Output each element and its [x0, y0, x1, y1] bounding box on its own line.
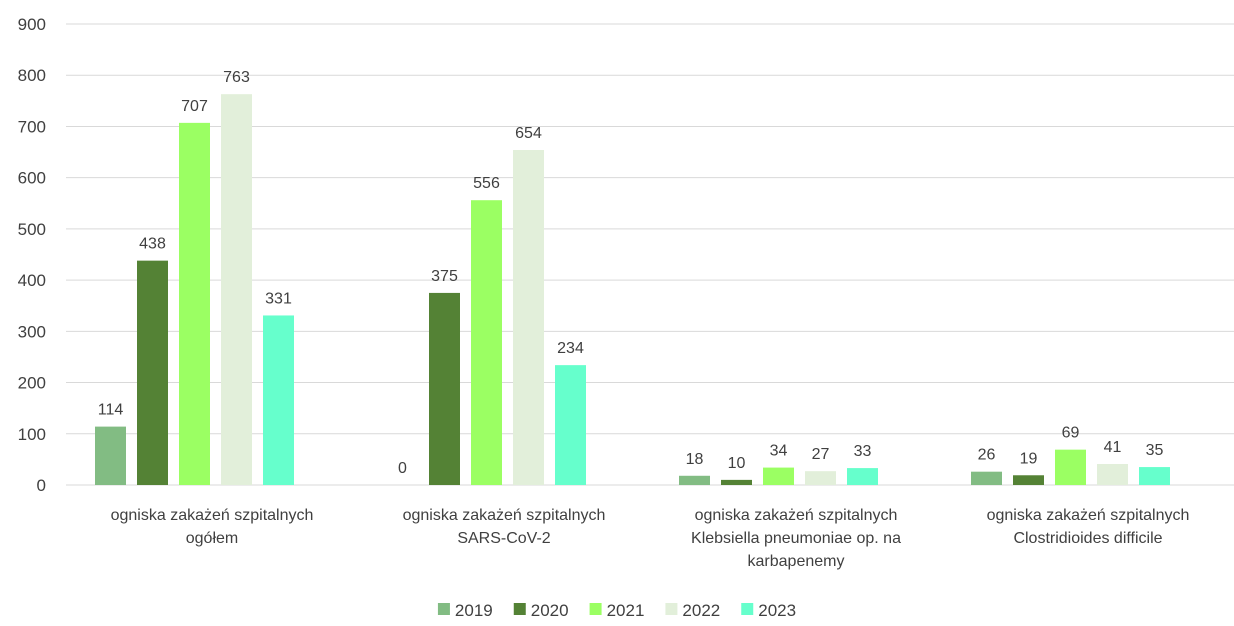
y-tick-label: 0	[37, 476, 46, 495]
data-label-2022-cat1: 763	[223, 69, 250, 86]
data-label-2021-cat3: 34	[770, 443, 788, 460]
legend-label-2023: 2023	[758, 601, 796, 620]
data-label-2023-cat1: 331	[265, 290, 292, 307]
legend-swatch-2023	[741, 603, 754, 615]
y-tick-label: 200	[18, 374, 46, 393]
data-label-2019-cat3: 18	[686, 451, 704, 468]
bar-2023-cat1	[263, 315, 294, 485]
data-label-2020-cat2: 375	[431, 268, 458, 285]
y-tick-label: 100	[18, 425, 46, 444]
legend-label-2021: 2021	[607, 601, 645, 620]
legend-swatch-2019	[437, 603, 450, 615]
x-axis: ogniska zakażeń szpitalnych ogółem ogniska…	[111, 507, 1190, 570]
data-label-2019-cat2: 0	[398, 460, 407, 477]
bar-2021-cat4	[1055, 449, 1086, 485]
bar-2022-cat1	[221, 94, 252, 486]
legend-label-2020: 2020	[531, 601, 569, 620]
data-label-2022-cat4: 41	[1104, 439, 1122, 456]
data-label-2021-cat1: 707	[181, 98, 208, 115]
bar-2022-cat3	[805, 471, 836, 485]
category-label: ogniska zakażeń szpitalnych Klebsiella pn…	[691, 507, 901, 570]
bar-2021-cat2	[471, 200, 502, 485]
category-label: ogniska zakażeń szpitalnych ogółem	[111, 507, 314, 547]
bar-2020-cat2	[429, 292, 460, 485]
data-label-2020-cat3: 10	[728, 455, 746, 472]
data-label-2023-cat4: 35	[1146, 442, 1164, 459]
bar-2019-cat4	[971, 471, 1002, 485]
y-axis: 0 100 200 300 400 500 600 700 800 900	[18, 15, 46, 495]
y-tick-label: 700	[18, 117, 46, 136]
bar-2019-cat3	[679, 475, 710, 485]
data-label-2023-cat3: 33	[854, 443, 872, 460]
y-tick-label: 400	[18, 271, 46, 290]
y-tick-label: 900	[18, 15, 46, 34]
bar-2022-cat2	[513, 150, 544, 486]
data-label-2021-cat2: 556	[473, 175, 500, 192]
data-label-2019-cat4: 26	[978, 447, 996, 464]
category-label: ogniska zakażeń szpitalnych Clostridioide…	[987, 507, 1190, 547]
data-label-2020-cat4: 19	[1020, 450, 1038, 467]
category-label: ogniska zakażeń szpitalnych SARS-CoV-2	[403, 507, 606, 547]
data-label-2022-cat2: 654	[515, 125, 542, 142]
y-tick-label: 600	[18, 169, 46, 188]
legend-swatch-2022	[665, 603, 678, 615]
data-label-2023-cat2: 234	[557, 340, 584, 357]
data-label-2019-cat1: 114	[98, 402, 124, 419]
bar-2021-cat1	[179, 122, 210, 485]
bar-2019-cat1	[95, 426, 126, 485]
data-label-2022-cat3: 27	[812, 446, 830, 463]
bar-2022-cat4	[1097, 463, 1128, 485]
bar-2020-cat1	[137, 260, 168, 485]
y-tick-label: 800	[18, 66, 46, 85]
y-tick-label: 500	[18, 220, 46, 239]
legend-label-2019: 2019	[455, 601, 493, 620]
legend: 2019 2020 2021 2022 2023	[437, 601, 796, 620]
bar-2023-cat2	[555, 365, 586, 485]
data-label-2021-cat4: 69	[1062, 425, 1080, 442]
bar-2021-cat3	[763, 467, 794, 485]
legend-swatch-2021	[589, 603, 602, 615]
legend-swatch-2020	[513, 603, 526, 615]
legend-label-2022: 2022	[682, 601, 720, 620]
bar-2020-cat4	[1013, 475, 1044, 485]
gridlines	[66, 23, 1234, 486]
bar-2020-cat3	[721, 479, 752, 485]
y-tick-label: 300	[18, 322, 46, 341]
data-labels: 114 438 707 763 331 0 375 556 654 234 18 10 34 27 33 26…	[98, 69, 1164, 477]
data-label-2020-cat1: 438	[139, 236, 166, 253]
bars	[95, 94, 1170, 486]
bar-2023-cat3	[847, 468, 878, 485]
bar-2023-cat4	[1139, 467, 1170, 485]
